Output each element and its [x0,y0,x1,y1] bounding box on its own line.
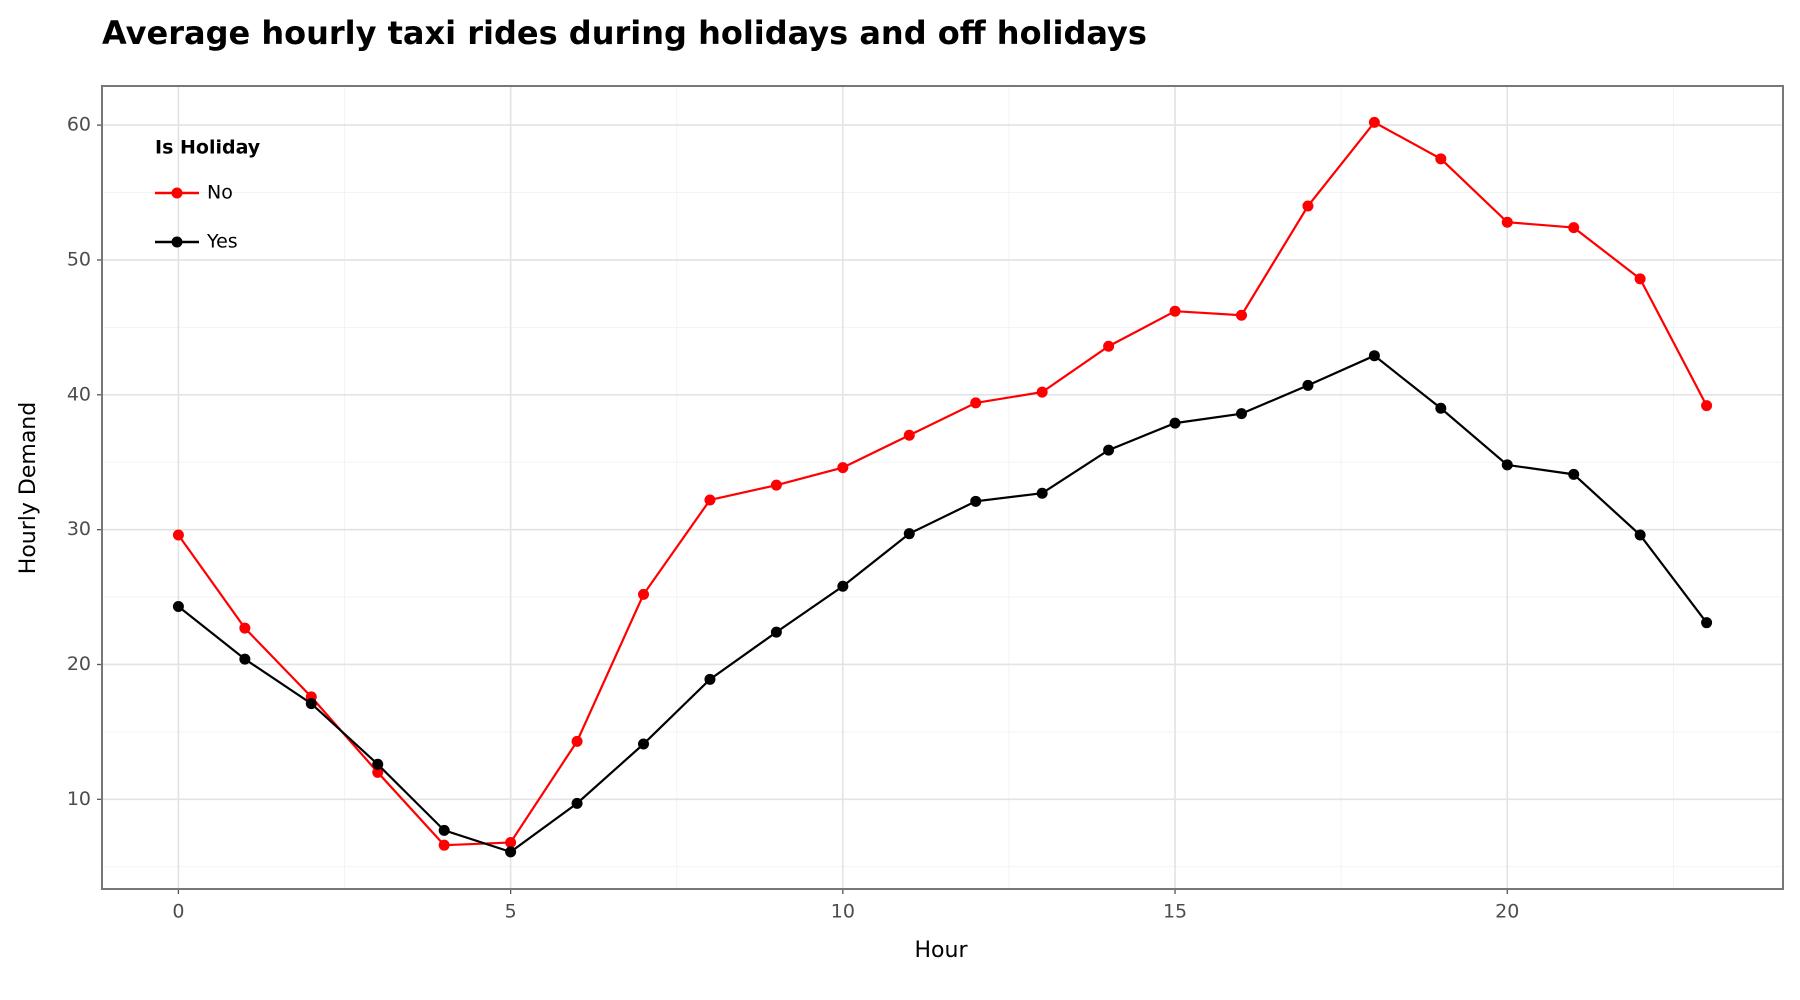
legend-label: Yes [206,231,238,253]
data-point [1103,444,1115,456]
data-point [903,528,915,540]
data-point [1368,350,1380,362]
data-point [704,673,716,685]
data-point [1103,340,1115,352]
data-point [239,653,251,665]
data-point [571,797,583,809]
data-point [1235,408,1247,420]
y-axis-title: Hourly Demand [16,402,41,574]
data-point [970,495,982,507]
data-point [638,738,650,750]
data-point [1568,468,1580,480]
x-tick-label: 20 [1495,901,1519,923]
y-tick-label: 50 [67,248,91,270]
legend-label: No [207,182,233,204]
data-point [837,462,849,474]
y-tick-label: 60 [67,114,91,136]
data-point [1302,379,1314,391]
data-point [1302,200,1314,212]
data-point [505,846,517,858]
series-line [177,120,1708,847]
data-point [1634,273,1646,285]
x-axis-title: Hour [915,938,969,963]
plot-frame [101,85,1784,890]
series-line [177,354,1708,854]
data-point [1435,402,1447,414]
data-point [239,622,251,634]
data-point [1368,116,1380,128]
data-point [638,588,650,600]
data-point [1701,617,1713,629]
data-point [903,429,915,441]
x-tick-label: 15 [1163,901,1187,923]
data-point [372,766,384,778]
data-point [1235,309,1247,321]
data-point [1568,222,1580,234]
legend-swatch-point [171,187,183,199]
data-point [1701,400,1713,412]
data-point [837,580,849,592]
data-point [172,529,184,541]
data-point [438,839,450,851]
legend-title: Is Holiday [155,137,261,159]
data-point [172,601,184,613]
x-tick-label: 5 [505,901,517,923]
x-tick-label: 0 [172,901,184,923]
data-point [1169,417,1181,429]
data-point [372,758,384,770]
legend-swatch-point [171,236,183,248]
data-point [1169,305,1181,317]
y-tick-label: 10 [67,788,91,810]
data-point [1501,216,1513,228]
data-point [571,735,583,747]
data-point [305,698,317,710]
data-point [1036,487,1048,499]
y-tick-label: 40 [67,383,91,405]
data-point [505,836,517,848]
x-tick-label: 10 [831,901,855,923]
data-point [770,479,782,491]
data-point [1501,459,1513,471]
data-point [438,824,450,836]
data-point [1634,529,1646,541]
data-point [1036,386,1048,398]
data-point [970,397,982,409]
data-point [770,626,782,638]
y-tick-label: 30 [67,518,91,540]
chart-title: Average hourly taxi rides during holiday… [102,14,1147,52]
y-tick-label: 20 [67,653,91,675]
data-point [704,494,716,506]
data-point [1435,153,1447,165]
